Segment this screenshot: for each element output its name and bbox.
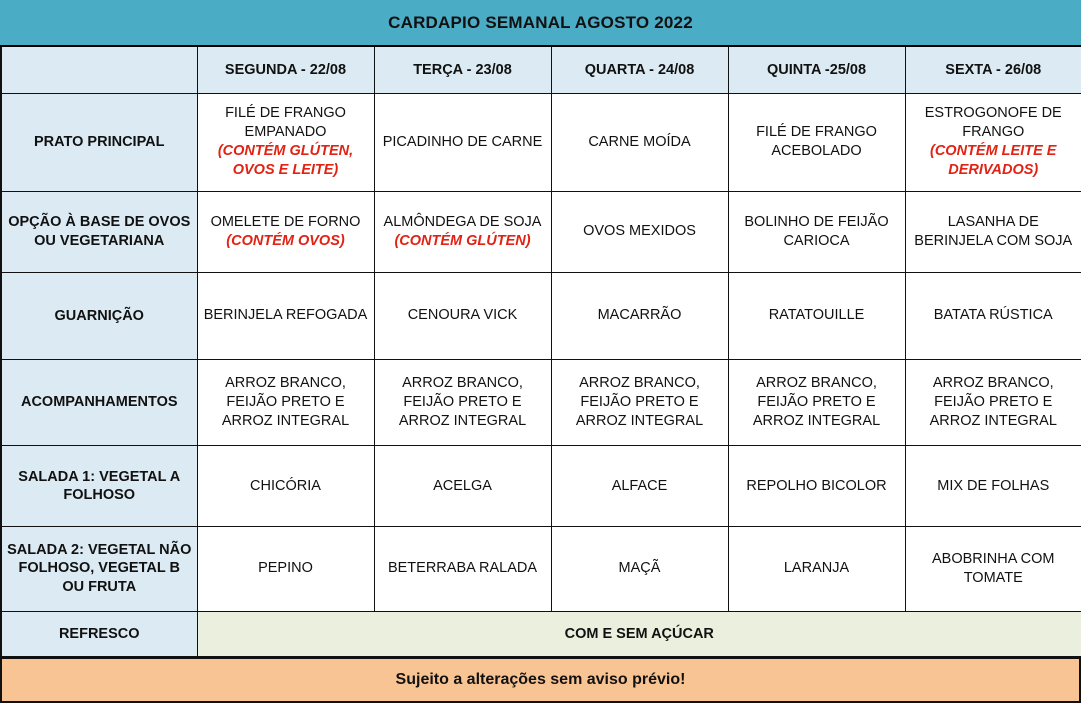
refresco-value-cell: COM E SEM AÇÚCAR <box>196 610 1081 658</box>
menu-cell: OMELETE DE FORNO (CONTÉM OVOS) <box>196 190 375 274</box>
allergen-alert: (CONTÉM OVOS) <box>226 232 345 249</box>
menu-cell: ALMÔNDEGA DE SOJA (CONTÉM GLÚTEN) <box>373 190 552 274</box>
table-row: SALADA 1: VEGETAL A FOLHOSO CHICÓRIA ACE… <box>0 445 1081 527</box>
menu-cell: ALFACE <box>550 445 729 527</box>
menu-item-text: ARROZ BRANCO, FEIJÃO PRETO E ARROZ INTEG… <box>575 375 704 430</box>
row-label-prato-principal: PRATO PRINCIPAL <box>0 92 198 192</box>
allergen-alert: (CONTÉM LEITE E DERIVADOS) <box>930 143 1057 178</box>
table-header-row: SEGUNDA - 22/08 TERÇA - 23/08 QUARTA - 2… <box>0 47 1081 94</box>
menu-cell: LASANHA DE BERINJELA COM SOJA <box>904 190 1081 274</box>
menu-cell: MACARRÃO <box>550 272 729 360</box>
menu-item-text: ACELGA <box>433 477 492 494</box>
table-row: PRATO PRINCIPAL FILÉ DE FRANGO EMPANADO … <box>0 92 1081 192</box>
menu-item-text: MAÇÃ <box>618 560 661 577</box>
table-row: OPÇÃO À BASE DE OVOS OU VEGETARIANA OMEL… <box>0 190 1081 274</box>
column-header-terca: TERÇA - 23/08 <box>373 47 552 94</box>
menu-cell: BATATA RÚSTICA <box>904 272 1081 360</box>
menu-item-text: MACARRÃO <box>597 307 682 324</box>
table-row: GUARNIÇÃO BERINJELA REFOGADA CENOURA VIC… <box>0 272 1081 360</box>
table-row: ACOMPANHAMENTOS ARROZ BRANCO, FEIJÃO PRE… <box>0 358 1081 447</box>
menu-item-text: BERINJELA REFOGADA <box>203 307 368 324</box>
row-label-salada-1: SALADA 1: VEGETAL A FOLHOSO <box>0 445 198 527</box>
column-header-quinta: QUINTA -25/08 <box>727 47 906 94</box>
menu-item-text: ALFACE <box>611 477 668 494</box>
menu-item-text: RATATOUILLE <box>768 307 865 324</box>
table-row: REFRESCO COM E SEM AÇÚCAR <box>0 610 1081 658</box>
menu-cell: BERINJELA REFOGADA <box>196 272 375 360</box>
row-label-guarnicao: GUARNIÇÃO <box>0 272 198 360</box>
menu-item-text: CARNE MOÍDA <box>588 133 691 150</box>
menu-item-text: FILÉ DE FRANGO ACEBOLADO <box>756 124 877 160</box>
menu-title-banner: CARDAPIO SEMANAL AGOSTO 2022 <box>0 0 1081 47</box>
header-corner-blank <box>0 47 198 94</box>
menu-item-text: REPOLHO BICOLOR <box>746 477 887 494</box>
menu-item-text: ARROZ BRANCO, FEIJÃO PRETO E ARROZ INTEG… <box>752 375 881 430</box>
menu-cell: ARROZ BRANCO, FEIJÃO PRETO E ARROZ INTEG… <box>727 358 906 447</box>
menu-cell: ARROZ BRANCO, FEIJÃO PRETO E ARROZ INTEG… <box>904 358 1081 447</box>
menu-cell: BOLINHO DE FEIJÃO CARIOCA <box>727 190 906 274</box>
menu-cell: ACELGA <box>373 445 552 527</box>
row-label-refresco: REFRESCO <box>0 610 198 658</box>
menu-item-text: PEPINO <box>258 560 313 577</box>
menu-item-text: BOLINHO DE FEIJÃO CARIOCA <box>744 213 889 249</box>
menu-item-text: CHICÓRIA <box>250 477 321 494</box>
menu-cell: ARROZ BRANCO, FEIJÃO PRETO E ARROZ INTEG… <box>373 358 552 447</box>
menu-item-text: ARROZ BRANCO, FEIJÃO PRETO E ARROZ INTEG… <box>929 375 1057 430</box>
menu-cell: OVOS MEXIDOS <box>550 190 729 274</box>
menu-item-text: ARROZ BRANCO, FEIJÃO PRETO E ARROZ INTEG… <box>398 375 527 430</box>
menu-item-text: OMELETE DE FORNO <box>210 213 361 230</box>
menu-item-text: ABOBRINHA COM TOMATE <box>932 550 1055 586</box>
row-label-acompanhamentos: ACOMPANHAMENTOS <box>0 358 198 447</box>
menu-cell: ARROZ BRANCO, FEIJÃO PRETO E ARROZ INTEG… <box>196 358 375 447</box>
menu-item-text: ALMÔNDEGA DE SOJA <box>383 213 542 230</box>
menu-cell: LARANJA <box>727 525 906 612</box>
menu-cell: MIX DE FOLHAS <box>904 445 1081 527</box>
menu-cell: MAÇÃ <box>550 525 729 612</box>
column-header-segunda: SEGUNDA - 22/08 <box>196 47 375 94</box>
menu-item-text: LARANJA <box>783 560 850 577</box>
menu-item-text: BATATA RÚSTICA <box>933 307 1053 324</box>
menu-cell: BETERRABA RALADA <box>373 525 552 612</box>
menu-cell: ABOBRINHA COM TOMATE <box>904 525 1081 612</box>
menu-cell: FILÉ DE FRANGO ACEBOLADO <box>727 92 906 192</box>
menu-item-text: FILÉ DE FRANGO EMPANADO <box>225 105 346 141</box>
menu-cell: CARNE MOÍDA <box>550 92 729 192</box>
row-label-salada-2: SALADA 2: VEGETAL NÃO FOLHOSO, VEGETAL B… <box>0 525 198 612</box>
menu-item-text: BETERRABA RALADA <box>387 560 538 577</box>
menu-item-text: OVOS MEXIDOS <box>583 223 696 240</box>
menu-cell: ARROZ BRANCO, FEIJÃO PRETO E ARROZ INTEG… <box>550 358 729 447</box>
row-label-opcao-ovos-vegetariana: OPÇÃO À BASE DE OVOS OU VEGETARIANA <box>0 190 198 274</box>
disclaimer-banner: Sujeito a alterações sem aviso prévio! <box>0 657 1081 703</box>
menu-item-text: ESTROGONOFE DE FRANGO <box>924 105 1062 141</box>
menu-cell: ESTROGONOFE DE FRANGO (CONTÉM LEITE E DE… <box>904 92 1081 192</box>
disclaimer-text: Sujeito a alterações sem aviso prévio! <box>395 671 686 688</box>
menu-cell: CENOURA VICK <box>373 272 552 360</box>
menu-item-text: PICADINHO DE CARNE <box>382 133 543 150</box>
page-title: CARDAPIO SEMANAL AGOSTO 2022 <box>388 12 693 32</box>
menu-cell: PEPINO <box>196 525 375 612</box>
menu-item-text: LASANHA DE BERINJELA COM SOJA <box>914 213 1073 249</box>
menu-cell: RATATOUILLE <box>727 272 906 360</box>
menu-cell: CHICÓRIA <box>196 445 375 527</box>
menu-item-text: MIX DE FOLHAS <box>937 477 1050 494</box>
menu-item-text: ARROZ BRANCO, FEIJÃO PRETO E ARROZ INTEG… <box>221 375 350 430</box>
menu-cell: REPOLHO BICOLOR <box>727 445 906 527</box>
allergen-alert: (CONTÉM GLÚTEN, OVOS E LEITE) <box>217 143 354 178</box>
menu-cell: FILÉ DE FRANGO EMPANADO (CONTÉM GLÚTEN, … <box>196 92 375 192</box>
table-row: SALADA 2: VEGETAL NÃO FOLHOSO, VEGETAL B… <box>0 525 1081 612</box>
allergen-alert: (CONTÉM GLÚTEN) <box>394 232 531 249</box>
menu-cell: PICADINHO DE CARNE <box>373 92 552 192</box>
menu-item-text: CENOURA VICK <box>407 307 518 324</box>
column-header-sexta: SEXTA - 26/08 <box>904 47 1081 94</box>
weekly-menu-table: SEGUNDA - 22/08 TERÇA - 23/08 QUARTA - 2… <box>0 47 1081 658</box>
column-header-quarta: QUARTA - 24/08 <box>550 47 729 94</box>
